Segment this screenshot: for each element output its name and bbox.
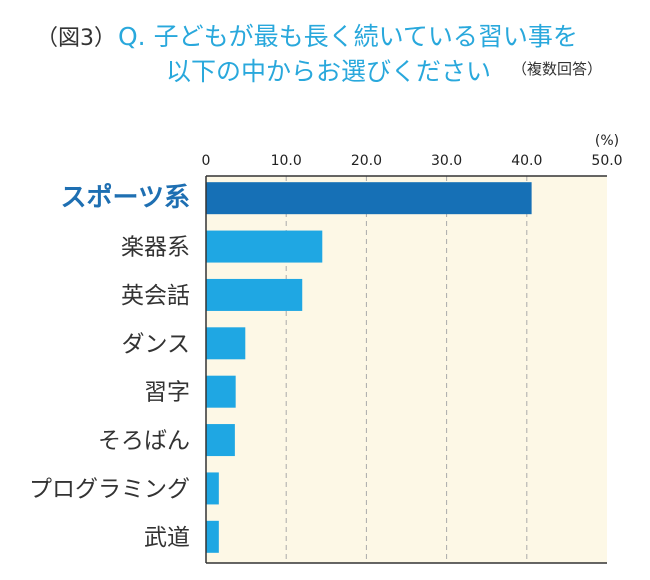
chart-title-line-1: Q. 子どもが最も長く続いている習い事を	[118, 22, 578, 51]
category-label: ダンス	[121, 331, 190, 357]
chart-title-line-2: 以下の中からお選びください	[166, 57, 492, 86]
category-label: 習字	[144, 380, 190, 406]
x-tick-label: 40.0	[511, 153, 542, 169]
bar	[206, 520, 219, 553]
bar	[206, 424, 235, 457]
x-tick-label: 0	[202, 153, 211, 169]
x-tick-label: 10.0	[271, 153, 302, 169]
category-label: そろばん	[98, 428, 190, 454]
x-unit-label: (%)	[595, 133, 619, 149]
x-tick-label: 30.0	[431, 153, 462, 169]
bar	[206, 230, 323, 263]
bar	[206, 278, 303, 311]
multiple-answer-note: （複数回答）	[512, 60, 603, 78]
figure-label: （図3）	[36, 26, 116, 51]
x-tick-label: 50.0	[591, 153, 622, 169]
title-block: （図3） Q. 子どもが最も長く続いている習い事を 以下の中からお選びください …	[0, 0, 650, 90]
x-tick-label: 20.0	[351, 153, 382, 169]
category-label: 武道	[144, 525, 190, 551]
category-label: プログラミング	[29, 476, 190, 502]
bar-highlight	[206, 182, 532, 215]
category-label: スポーツ系	[61, 182, 190, 213]
bar	[206, 327, 246, 360]
bar	[206, 472, 219, 505]
category-label: 楽器系	[121, 235, 190, 261]
category-label: 英会話	[121, 283, 190, 309]
plot-area: 0 10.0 20.0 30.0 40.0 50.0 (%) スポーツ系楽器系英会話ダンス習字…	[29, 133, 623, 564]
bar	[206, 375, 236, 408]
